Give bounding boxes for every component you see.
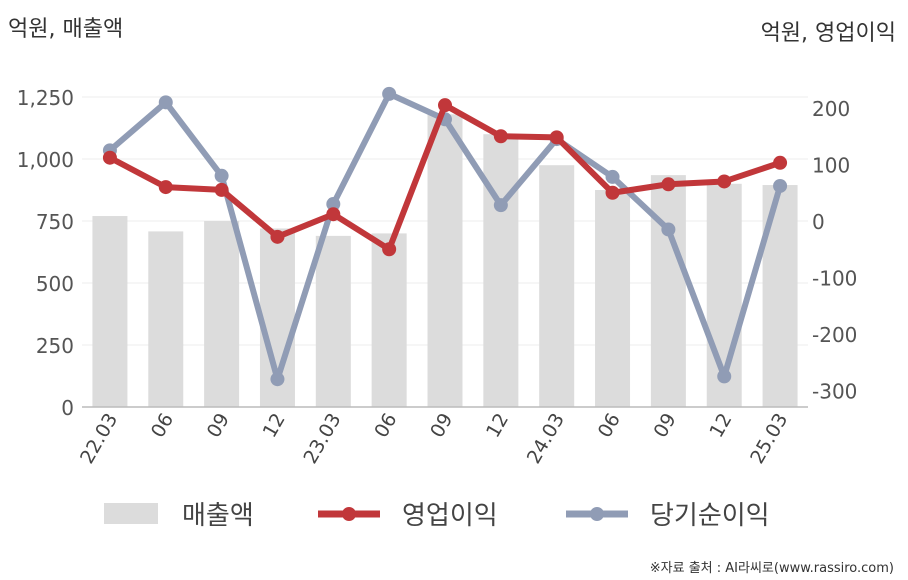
bar-sales (650, 175, 686, 407)
point-operating-profit (158, 180, 173, 195)
left-tick-label: 250 (36, 334, 74, 358)
x-tick-label: 06 (370, 410, 401, 442)
right-tick-label: -300 (812, 380, 857, 404)
bar-sales (539, 165, 575, 407)
point-net-income (158, 95, 173, 110)
left-tick-label: 0 (61, 396, 74, 420)
point-operating-profit (493, 129, 508, 144)
x-axis-ticks: 22.03 06 09 12 23.03 06 09 12 24.03 06 09 12 25.03 (76, 410, 792, 468)
point-operating-profit (661, 177, 676, 192)
left-tick-label: 1,000 (17, 148, 74, 172)
x-tick-label: 06 (594, 410, 625, 442)
x-tick-label: 12 (482, 410, 513, 442)
right-tick-label: 200 (812, 97, 850, 121)
point-operating-profit (102, 150, 117, 165)
x-tick-label: 25.03 (746, 410, 792, 468)
x-tick-label: 12 (705, 410, 736, 442)
point-operating-profit (382, 242, 397, 257)
bar-sales (148, 231, 184, 407)
x-tick-label: 23.03 (299, 410, 345, 468)
point-operating-profit (214, 182, 229, 197)
point-operating-profit (549, 130, 564, 145)
bar-sales (427, 114, 463, 408)
right-tick-label: 100 (812, 154, 850, 178)
x-tick-label: 24.03 (523, 410, 569, 468)
left-tick-label: 500 (36, 272, 74, 296)
point-operating-profit (717, 174, 732, 189)
point-operating-profit (605, 185, 620, 200)
bar-sales (315, 235, 351, 407)
point-net-income (270, 372, 285, 387)
legend: 매출액 영업이익 당기순이익 (104, 501, 770, 531)
x-tick-label: 09 (203, 410, 234, 442)
right-tick-label: 0 (812, 210, 825, 234)
bar-sales (595, 190, 631, 407)
right-tick-label: -200 (812, 323, 857, 347)
point-operating-profit (270, 229, 285, 244)
right-tick-label: -100 (812, 267, 857, 291)
point-net-income (773, 178, 788, 193)
point-net-income (326, 197, 341, 212)
bar-sales (483, 134, 519, 407)
point-net-income (493, 198, 508, 213)
left-axis-unit: 억원, 매출액 (8, 17, 123, 42)
point-net-income (661, 222, 676, 237)
source-note: ※자료 출처 : AI라씨로(www.rassiro.com) (650, 561, 894, 576)
point-net-income (214, 168, 229, 183)
bar-sales (204, 221, 240, 407)
legend-swatch-sales (104, 503, 158, 524)
left-tick-label: 750 (36, 210, 74, 234)
x-tick-label: 09 (426, 410, 457, 442)
bar-sales (92, 216, 128, 407)
left-axis-ticks: 0 250 500 750 1,000 1,250 (17, 86, 74, 420)
point-operating-profit (438, 98, 452, 113)
point-net-income (717, 369, 732, 384)
point-net-income (605, 169, 620, 184)
point-net-income (382, 86, 397, 101)
x-tick-label: 22.03 (76, 410, 122, 468)
legend-label-sales: 매출액 (182, 501, 254, 531)
x-tick-label: 06 (147, 410, 178, 442)
right-axis-unit: 억원, 영업이익 (761, 21, 896, 46)
left-tick-label: 1,250 (17, 86, 74, 110)
bar-sales (371, 233, 407, 407)
x-tick-label: 12 (259, 410, 290, 442)
legend-swatch-operating-profit-dot (342, 507, 356, 521)
legend-label-net-income: 당기순이익 (650, 501, 770, 531)
point-operating-profit (773, 155, 788, 170)
lines (102, 86, 788, 387)
x-tick-label: 09 (650, 410, 681, 442)
legend-swatch-net-income-dot (590, 507, 604, 521)
legend-label-operating-profit: 영업이익 (402, 501, 498, 531)
point-operating-profit (326, 207, 341, 222)
bars (92, 114, 798, 408)
right-axis-ticks: -300 -200 -100 0 100 200 (812, 97, 857, 404)
